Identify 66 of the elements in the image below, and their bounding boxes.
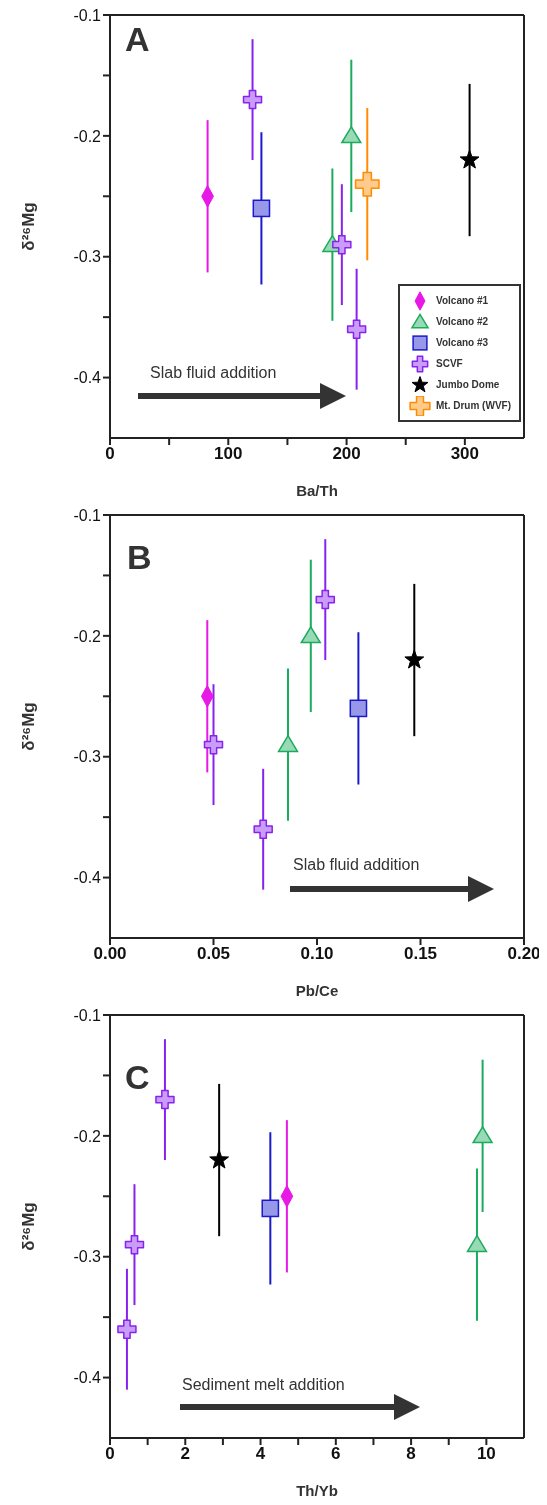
y-tick-label: -0.4	[73, 869, 102, 887]
point	[349, 699, 368, 718]
legend-label: Jumbo Dome	[436, 379, 500, 390]
annotation: C	[125, 1058, 150, 1097]
x-tick-label: 0	[105, 444, 115, 464]
y-tick-label: -0.2	[73, 1127, 102, 1145]
point	[203, 734, 224, 755]
y-tick-label: -0.4	[73, 1369, 102, 1387]
point	[242, 89, 263, 110]
x-tick-label: 0.05	[196, 944, 231, 964]
point	[466, 1234, 488, 1253]
legend-label: Mt. Drum (WVF)	[436, 400, 511, 411]
y-tick-label: -0.3	[73, 748, 102, 766]
point	[277, 734, 299, 753]
x-axis-title: Pb/Ce	[295, 982, 339, 999]
x-tick-label: 4	[255, 1444, 266, 1464]
x-tick-label: 8	[406, 1444, 416, 1464]
y-tick-label: -0.2	[73, 627, 102, 645]
point	[209, 1149, 230, 1169]
point	[354, 171, 380, 197]
x-tick-label: 300	[450, 444, 480, 464]
point	[341, 126, 362, 144]
x-tick-label: 2	[180, 1444, 191, 1464]
y-axis-title: δ²⁶Mg	[19, 202, 39, 251]
y-tick-label: -0.3	[73, 1248, 102, 1266]
x-tick-label: 10	[476, 1444, 496, 1464]
legend-label: Volcano #3	[436, 337, 489, 348]
x-axis-title: Th/Yb	[296, 1482, 338, 1499]
point	[404, 649, 425, 669]
y-axis-title: δ²⁶Mg	[19, 702, 39, 751]
x-tick-label: 0.15	[403, 944, 438, 964]
point	[459, 149, 480, 169]
x-tick-label: 0.00	[93, 944, 127, 964]
y-tick-label: -0.1	[73, 506, 102, 524]
point	[117, 1319, 137, 1339]
x-tick-label: 0.10	[300, 944, 334, 964]
legend-label: Volcano #2	[436, 316, 489, 327]
x-tick-label: 100	[214, 444, 243, 464]
annotation: Slab fluid addition	[150, 364, 277, 382]
y-tick-label: -0.1	[73, 6, 102, 24]
annotation: Slab fluid addition	[293, 856, 420, 874]
point	[332, 234, 352, 255]
point	[300, 626, 321, 644]
x-tick-label: 0	[105, 1444, 115, 1464]
point	[155, 1089, 175, 1110]
legend-label: Volcano #1	[436, 295, 489, 306]
point	[253, 819, 273, 839]
annotation: Sediment melt addition	[182, 1376, 345, 1394]
legend-label: SCVF	[436, 358, 463, 369]
point	[124, 1234, 145, 1255]
y-tick-label: -0.4	[73, 369, 102, 387]
annotation: B	[127, 538, 152, 577]
y-tick-label: -0.3	[73, 248, 102, 266]
point	[346, 319, 367, 339]
y-tick-label: -0.2	[73, 127, 102, 145]
y-axis-title: δ²⁶Mg	[19, 1202, 39, 1251]
x-tick-label: 0.20	[507, 944, 541, 964]
point	[261, 1199, 280, 1218]
y-tick-label: -0.1	[73, 1006, 102, 1024]
x-tick-label: 6	[331, 1444, 341, 1464]
point	[315, 589, 336, 610]
point	[252, 199, 271, 218]
annotation: A	[125, 20, 150, 59]
x-tick-label: 200	[332, 444, 361, 464]
point	[472, 1126, 493, 1144]
x-axis-title: Ba/Th	[296, 482, 338, 499]
